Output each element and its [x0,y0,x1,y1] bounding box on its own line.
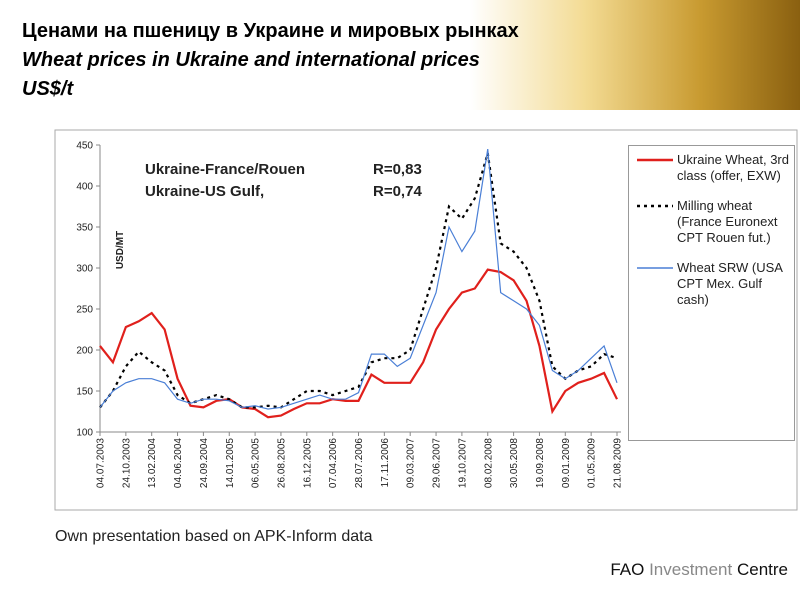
x-tick-label: 04.06.2004 [173,438,184,488]
x-tick-label: 13.02.2004 [147,438,158,488]
x-tick-label: 16.12.2005 [302,438,313,488]
x-tick-label: 19.09.2008 [535,438,546,488]
y-tick-label: 150 [76,387,93,398]
x-tick-label: 17.11.2006 [380,438,391,488]
subtitle: Wheat prices in Ukraine and internationa… [22,49,480,71]
series-line [99,268,618,419]
footer-part: Centre [736,560,788,579]
footer-part: Investment [649,560,733,579]
unit: US$/t [22,78,74,100]
legend-swatch [637,267,673,269]
annotation: Ukraine-France/Rouen [145,161,305,178]
series-line [99,152,618,409]
y-tick-label: 250 [76,305,93,316]
x-tick-label: 07.04.2006 [328,438,339,488]
x-tick-label: 09.01.2009 [561,438,572,488]
y-tick-label: 450 [76,141,93,152]
legend-label: Milling wheat (France Euronext CPT Rouen… [677,198,778,245]
legend-swatch [637,158,673,162]
annotation-r: R=0,74 [373,183,422,200]
x-tick-label: 06.05.2005 [251,438,262,488]
series-line [99,149,618,410]
legend-item: Ukraine Wheat, 3rd class (offer, EXW) [629,146,794,184]
y-axis-label: USD/MT [115,231,126,269]
x-tick-label: 09.03.2007 [406,438,417,488]
legend: Ukraine Wheat, 3rd class (offer, EXW) Mil… [628,145,795,441]
x-tick-label: 30.05.2008 [509,438,520,488]
legend-item: Wheat SRW (USA CPT Mex. Gulf cash) [629,246,794,308]
footer-part: FAO [610,560,645,579]
y-tick-label: 350 [76,223,93,234]
x-tick-label: 26.08.2005 [276,438,287,488]
source: Own presentation based on APK-Inform dat… [55,528,373,545]
title: Ценами на пшеницу в Украине и мировых ры… [22,20,519,42]
x-tick-label: 01.05.2009 [587,438,598,488]
legend-item: Milling wheat (France Euronext CPT Rouen… [629,184,794,246]
x-tick-label: 28.07.2006 [354,438,365,488]
x-tick-label: 19.10.2007 [457,438,468,488]
legend-label: Ukraine Wheat, 3rd class (offer, EXW) [677,152,789,183]
x-tick-label: 29.06.2007 [432,438,443,488]
x-tick-label: 14.01.2005 [225,438,236,488]
header-image [470,0,800,110]
legend-label: Wheat SRW (USA CPT Mex. Gulf cash) [677,260,783,307]
annotation-r: R=0,83 [373,161,422,178]
x-tick-label: 24.10.2003 [121,438,132,488]
x-tick-label: 08.02.2008 [483,438,494,488]
footer: FAO Investment Centre [610,560,788,580]
x-tick-label: 04.07.2003 [96,438,107,488]
legend-swatch [637,204,673,208]
y-tick-label: 300 [76,264,93,275]
x-tick-label: 24.09.2004 [199,438,210,488]
x-tick-label: 21.08.2009 [613,438,624,488]
annotation: Ukraine-US Gulf, [145,183,264,200]
y-tick-label: 200 [76,346,93,357]
y-tick-label: 100 [76,428,93,439]
y-tick-label: 400 [76,182,93,193]
